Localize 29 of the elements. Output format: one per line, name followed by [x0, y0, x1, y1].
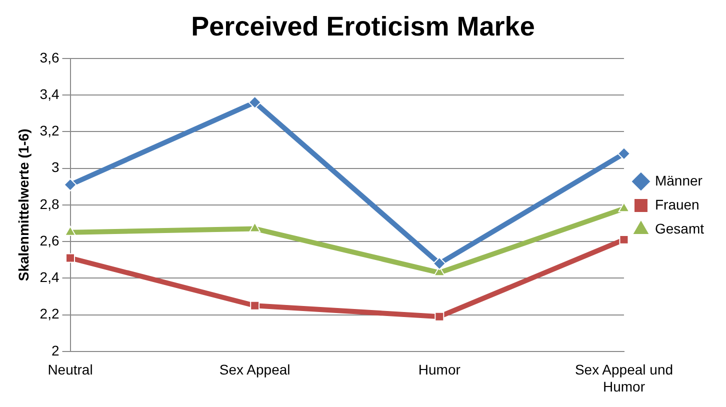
y-tick-label: 2,8 — [40, 196, 60, 212]
point — [248, 96, 262, 109]
point — [619, 234, 629, 244]
point — [434, 312, 444, 322]
legend-label: Gesamt — [654, 220, 704, 236]
x-tick-label: Humor — [418, 362, 461, 378]
legend-label: Männer — [654, 172, 703, 188]
y-tick-label: 2,4 — [40, 269, 60, 286]
point — [618, 202, 630, 212]
point — [250, 300, 260, 310]
y-tick-label: 3,4 — [40, 86, 60, 102]
y-tick-label: 3,6 — [40, 49, 60, 66]
y-tick-label: 3,2 — [40, 122, 60, 139]
y-tick-label: 2 — [51, 342, 60, 358]
y-axis-title: Skalenmittelwerte (1-6) — [15, 128, 32, 282]
point — [617, 147, 630, 160]
point — [249, 222, 261, 232]
y-tick-label: 3 — [51, 159, 60, 176]
point — [66, 253, 76, 263]
x-tick-label: Sex Appeal — [219, 362, 290, 378]
y-tick-label: 2,6 — [40, 232, 60, 248]
y-tick-label: 2,2 — [40, 306, 60, 322]
point — [64, 226, 76, 236]
point — [64, 178, 77, 192]
point — [432, 257, 446, 270]
x-tick-label: Neutral — [48, 362, 93, 378]
legend-label: Frauen — [654, 196, 700, 212]
chart-title: Perceived Eroticism Marke — [191, 12, 535, 42]
x-tick-label: Sex Appeal und Humor — [574, 362, 674, 394]
